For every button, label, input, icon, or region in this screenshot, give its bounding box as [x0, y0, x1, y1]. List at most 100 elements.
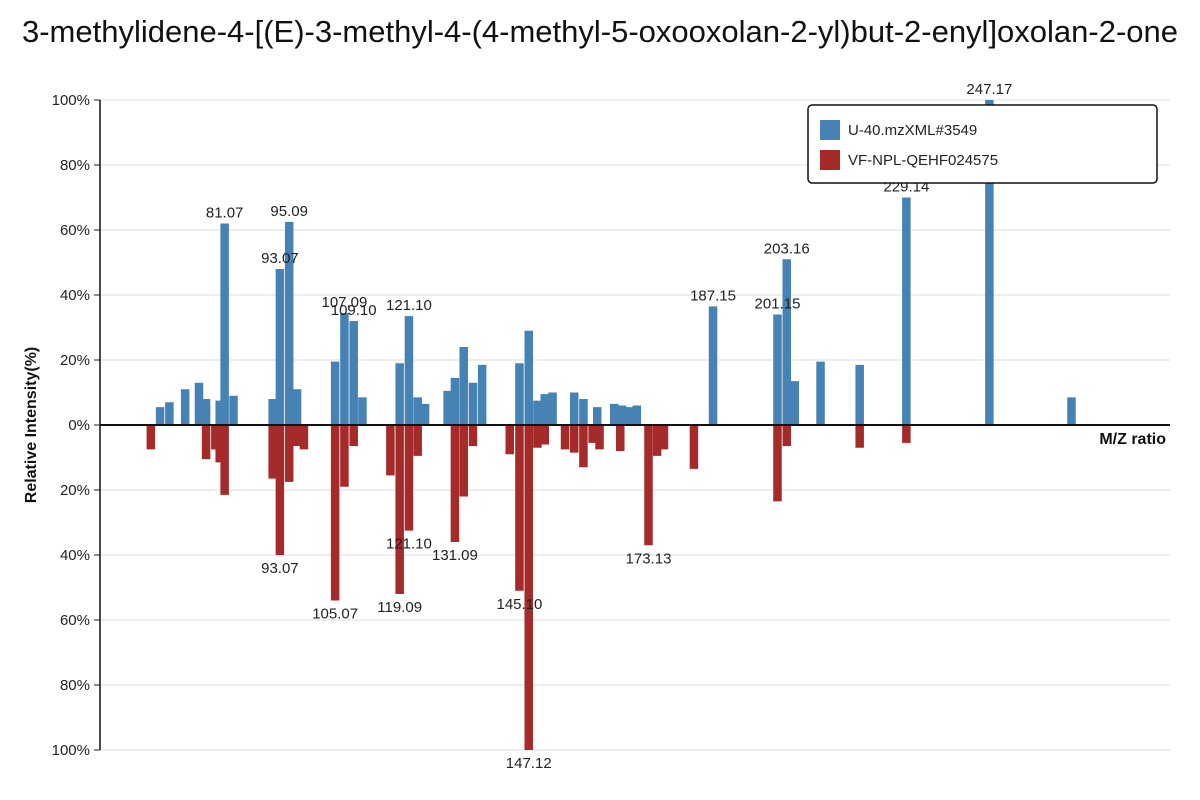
peak-bar-u40: [816, 361, 825, 425]
peak-bar-u40: [855, 364, 864, 425]
peak-label: 201.15: [755, 296, 801, 313]
peak-bar-vf-npl: [505, 425, 515, 455]
peak-bar-vf-npl: [404, 425, 414, 531]
peak-bar-vf-npl: [268, 425, 277, 479]
y-tick-label: 40%: [60, 287, 90, 304]
peak-bar-u40: [450, 377, 460, 425]
peak-bar-vf-npl: [569, 425, 579, 453]
peak-bar-vf-npl: [284, 425, 294, 482]
y-axis-ticks: 100% 80% 60% 40% 20% 0% 20% 40% 60% 80% 100%: [52, 92, 100, 759]
peak-bar-vf-npl: [201, 425, 211, 460]
peak-bar-vf-npl: [330, 425, 340, 601]
peak-bar-u40: [358, 397, 367, 425]
peak-label: 93.07: [261, 250, 299, 267]
y-tick-label: 80%: [60, 157, 90, 174]
peak-label: 131.09: [432, 547, 478, 564]
peak-bar-vf-npl: [644, 425, 653, 546]
peak-label: 119.09: [377, 599, 422, 616]
peak-bar-u40: [215, 400, 224, 425]
peak-bar-vf-npl: [595, 425, 604, 450]
peak-bar-u40: [985, 100, 994, 425]
y-tick-label: 60%: [60, 222, 90, 239]
peak-bar-vf-npl: [413, 425, 422, 456]
peak-bar-u40: [610, 403, 619, 425]
peak-bar-vf-npl: [468, 425, 478, 447]
peak-bar-u40: [533, 400, 542, 425]
peak-bar-u40: [1067, 397, 1076, 425]
peak-label: 121.10: [386, 536, 432, 553]
peak-bar-u40: [524, 330, 533, 425]
peak-bar-vf-npl: [616, 425, 625, 451]
peak-bar-u40: [782, 259, 792, 425]
peak-bar-u40: [194, 382, 204, 425]
peak-label: 105.07: [312, 606, 358, 623]
y-tick-label: 60%: [60, 612, 90, 629]
peak-bar-u40: [632, 405, 642, 425]
peak-bar-u40: [540, 394, 550, 425]
peak-bar-vf-npl: [689, 425, 699, 469]
peak-bar-vf-npl: [560, 425, 570, 450]
peak-bar-u40: [229, 395, 238, 425]
peak-bar-vf-npl: [659, 425, 669, 450]
peak-bar-u40: [790, 381, 800, 425]
peak-bar-u40: [443, 390, 452, 425]
peak-bar-u40: [349, 321, 358, 425]
peak-bar-u40: [569, 392, 579, 425]
peak-bar-vf-npl: [450, 425, 460, 542]
peak-label: 247.17: [966, 81, 1012, 98]
peak-bar-u40: [468, 382, 478, 425]
peak-bar-u40: [292, 389, 302, 425]
peak-bar-vf-npl: [588, 425, 597, 443]
peak-bar-u40: [330, 361, 340, 425]
y-tick-label: 80%: [60, 677, 90, 694]
peak-bar-vf-npl: [215, 425, 224, 463]
peak-bar-vf-npl: [146, 425, 156, 450]
legend-box: [807, 104, 1158, 184]
peak-label: 173.13: [626, 550, 672, 567]
gridlines: [100, 99, 1170, 751]
peak-bar-vf-npl: [220, 425, 229, 495]
y-tick-label: 20%: [60, 482, 90, 499]
peak-bar-u40: [592, 407, 602, 425]
y-tick-label: 40%: [60, 547, 90, 564]
peak-bar-u40: [773, 314, 782, 425]
peak-bar-vf-npl: [533, 425, 542, 448]
chart-title: 3-methylidene-4-[(E)-3-methyl-4-(4-methy…: [21, 14, 1179, 49]
peak-label: 147.12: [506, 755, 552, 772]
y-tick-label: 100%: [52, 92, 90, 109]
peak-bar-u40: [617, 405, 627, 425]
peak-bar-vf-npl: [902, 425, 911, 443]
peak-bar-vf-npl: [773, 425, 782, 502]
peak-bar-u40: [268, 399, 277, 425]
peak-bar-u40: [395, 363, 404, 425]
spectrum-bars: [146, 100, 1076, 750]
peak-label: 81.07: [206, 205, 244, 222]
peak-bar-vf-npl: [340, 425, 349, 487]
peak-bar-vf-npl: [524, 425, 533, 750]
legend: U-40.mzXML#3549 VF-NPL-QEHF024575: [807, 104, 1158, 184]
peak-bar-u40: [477, 364, 487, 425]
peak-bar-u40: [459, 347, 468, 425]
peak-label: 203.16: [764, 240, 810, 257]
peak-bar-vf-npl: [652, 425, 662, 456]
peak-bar-u40: [625, 407, 634, 425]
y-axis-title: Relative Intensity(%): [23, 347, 40, 503]
peak-bar-u40: [420, 403, 430, 425]
peak-bar-u40: [201, 399, 211, 425]
peak-label: 145.10: [496, 596, 542, 613]
peak-bar-u40: [284, 221, 294, 425]
peak-label: 93.07: [261, 560, 299, 577]
peak-bar-vf-npl: [579, 425, 588, 468]
peak-bar-u40: [579, 399, 588, 425]
peak-bar-vf-npl: [211, 425, 220, 450]
peak-label: 95.09: [270, 203, 308, 220]
peak-bar-vf-npl: [275, 425, 285, 555]
peak-label: 109.10: [331, 302, 377, 319]
peak-label: 107.09: [321, 294, 367, 311]
y-tick-label: 20%: [60, 352, 90, 369]
peak-bar-vf-npl: [349, 425, 358, 447]
peak-bar-u40: [515, 363, 524, 425]
peak-bar-u40: [180, 389, 190, 425]
peak-bar-vf-npl: [459, 425, 468, 497]
peak-bar-u40: [404, 316, 414, 425]
